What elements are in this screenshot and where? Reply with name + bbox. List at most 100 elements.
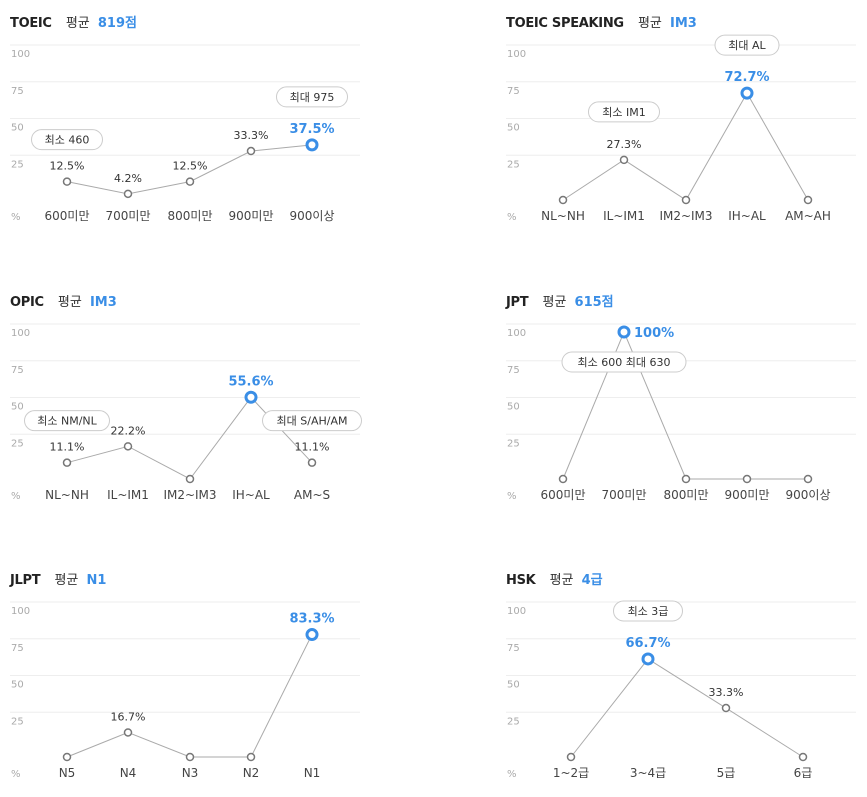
callout-bubble (262, 410, 362, 432)
chart-panel-jlpt: JLPT 평균 N1 100 75 50 25% N5 N4 N3 N2 N1 16.7% 83.3… (10, 557, 370, 797)
x-tick-label: N5 (59, 766, 76, 780)
chart-header: HSK 평균 4급 (506, 569, 603, 588)
chart-title: TOEIC SPEAKING (506, 16, 624, 31)
average-value: 615점 (574, 295, 614, 310)
x-tick-label: IL~IM1 (107, 488, 149, 502)
x-tick-label: 900이상 (290, 209, 335, 223)
data-point (566, 752, 576, 762)
average-label: 평균 (65, 16, 90, 31)
callout-bubble (613, 600, 683, 622)
series-line (570, 658, 804, 758)
y-unit-label: % (11, 212, 21, 223)
line-chart: 100 75 50 25% NL~NH IL~IM1 IM2~IM3 IH~AL AM~AH 27… (506, 34, 856, 223)
y-tick-label: 50 (11, 123, 24, 134)
series-line (66, 396, 313, 480)
y-tick-label: 100 (507, 49, 526, 60)
highlight-value-label: 55.6% (228, 374, 273, 389)
highlight-point (740, 86, 754, 100)
callout-bubble (561, 351, 687, 373)
highlight-value-label: 100% (634, 326, 674, 341)
chart-header: TOEIC SPEAKING 평균 IM3 (506, 12, 697, 31)
y-tick-label: 50 (11, 402, 24, 413)
y-tick-label: 25 (507, 438, 520, 449)
x-tick-label: IH~AL (728, 209, 766, 223)
callout-bubble (31, 129, 103, 151)
highlight-value-label: 72.7% (724, 70, 769, 85)
line-chart: 100 75 50 25% 600미만 700미만 800미만 900미만 900이상 100% 최… (506, 323, 856, 502)
y-tick-label: 25 (507, 716, 520, 727)
y-tick-label: 50 (11, 680, 24, 691)
line-chart: 100 75 50 25% N5 N4 N3 N2 N1 16.7% 83.3% (10, 601, 360, 780)
highlight-value-label: 37.5% (289, 122, 334, 137)
x-tick-label: IH~AL (232, 488, 270, 502)
data-point (62, 177, 72, 186)
y-tick-label: 25 (11, 716, 24, 727)
callout-bubble (276, 86, 348, 108)
data-point (681, 474, 691, 484)
callout-bubble (24, 410, 110, 432)
y-unit-label: % (11, 491, 21, 502)
y-tick-label: 100 (507, 328, 526, 339)
chart-panel-toeic-speaking: TOEIC SPEAKING 평균 IM3 100 75 50 25% NL~NH IL~… (506, 0, 866, 240)
y-unit-label: % (507, 491, 517, 502)
value-label: 4.2% (114, 172, 142, 185)
highlight-point (244, 390, 258, 404)
chart-header: TOEIC 평균 819점 (10, 12, 137, 31)
x-tick-label: IM2~IM3 (163, 488, 216, 502)
line-chart: 100 75 50 25% 600미만 700미만 800미만 900미만 900이상 12.5%… (10, 44, 360, 223)
chart-header: JLPT 평균 N1 (10, 569, 106, 588)
x-tick-label: IL~IM1 (603, 209, 645, 223)
data-point (798, 752, 808, 762)
value-label: 33.3% (234, 129, 269, 142)
y-tick-label: 25 (11, 438, 24, 449)
callout-text: 최대 AL (728, 39, 766, 52)
y-tick-label: 50 (507, 680, 520, 691)
chart-title: OPIC (10, 295, 44, 310)
x-tick-label: 700미만 (602, 488, 647, 502)
average-label: 평균 (57, 295, 82, 310)
highlight-point (617, 325, 631, 339)
value-label: 11.1% (295, 441, 330, 454)
data-point (123, 442, 133, 451)
y-unit-label: % (507, 212, 517, 223)
highlight-value-label: 83.3% (289, 612, 334, 627)
average-value: N1 (86, 573, 107, 588)
x-tick-label: 6급 (794, 766, 813, 780)
x-tick-label: 600미만 (541, 488, 586, 502)
value-label: 11.1% (50, 441, 85, 454)
y-tick-label: 100 (507, 606, 526, 617)
chart-title: TOEIC (10, 16, 52, 31)
x-tick-label: 900미만 (229, 209, 274, 223)
average-label: 평균 (54, 573, 79, 588)
data-point (307, 458, 317, 467)
data-point (185, 474, 195, 484)
y-unit-label: % (507, 769, 517, 780)
x-tick-label: 800미만 (664, 488, 709, 502)
average-label: 평균 (549, 573, 574, 588)
callout-bubble (714, 34, 780, 56)
average-value: 819점 (97, 16, 137, 31)
highlight-point (305, 138, 319, 152)
x-tick-label: N1 (304, 766, 321, 780)
x-tick-label: AM~S (294, 488, 330, 502)
x-tick-label: NL~NH (45, 488, 89, 502)
chart-panel-hsk: HSK 평균 4급 100 75 50 25% 1~2급 3~4급 5급 6급 66.7% 33.… (506, 557, 866, 797)
average-value: 4급 (581, 573, 603, 588)
line-chart: 100 75 50 25% 1~2급 3~4급 5급 6급 66.7% 33.3% 최소 3급 (506, 600, 856, 780)
data-point (803, 195, 813, 205)
y-tick-label: 75 (507, 365, 520, 376)
data-point (123, 728, 133, 737)
data-point (185, 177, 195, 186)
value-label: 16.7% (111, 710, 146, 723)
chart-title: JLPT (10, 573, 41, 588)
y-tick-label: 75 (11, 643, 24, 654)
x-tick-label: 900이상 (786, 488, 831, 502)
data-point (185, 752, 195, 762)
chart-panel-opic: OPIC 평균 IM3 100 75 50 25% NL~NH IL~IM1 IM2~IM3… (10, 279, 370, 519)
value-label: 12.5% (50, 160, 85, 173)
data-point (558, 195, 568, 205)
y-tick-label: 100 (11, 606, 30, 617)
callout-text: 최소 3급 (628, 605, 669, 618)
average-label: 평균 (637, 16, 662, 31)
value-label: 22.2% (111, 424, 146, 437)
